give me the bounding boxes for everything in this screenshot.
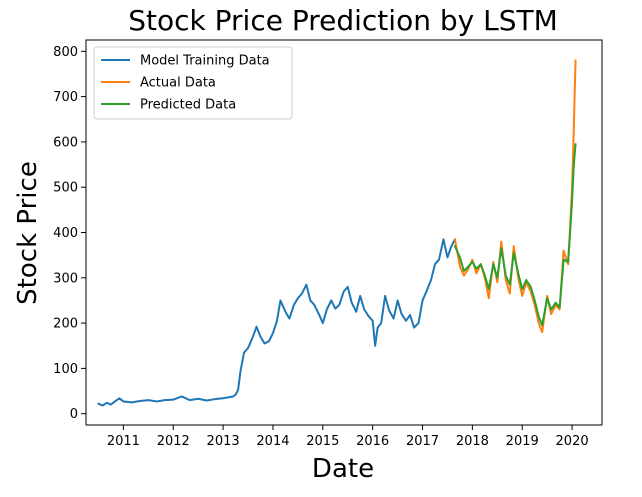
x-tick-label: 2014	[256, 434, 289, 449]
x-axis-title: Date	[312, 454, 374, 484]
y-tick-label: 700	[53, 90, 78, 105]
x-tick-label: 2017	[406, 434, 439, 449]
legend-box	[93, 46, 293, 120]
x-tick-label: 2015	[306, 434, 339, 449]
x-tick-label: 2018	[456, 434, 489, 449]
y-tick-label: 800	[53, 45, 78, 60]
x-tick-label: 2019	[506, 434, 539, 449]
series-line-actual-data	[453, 59, 577, 334]
x-tick-label: 2012	[157, 434, 190, 449]
legend-label: Predicted Data	[140, 98, 236, 113]
series-line-predicted-data	[453, 143, 577, 327]
x-tick-label: 2020	[556, 434, 589, 449]
y-tick-label: 100	[53, 362, 78, 377]
y-tick-label: 600	[53, 135, 78, 150]
series-line-model-training-data	[97, 238, 456, 407]
x-tick-label: 2016	[356, 434, 389, 449]
y-tick-label: 200	[53, 317, 78, 332]
chart-title: Stock Price Prediction by LSTM	[128, 4, 557, 37]
plot-area: 2011 2012 2013 2014 2015 2016 2017 2018 2019 2020…	[53, 39, 603, 449]
y-tick-label: 300	[53, 271, 78, 286]
legend-label: Model Training Data	[140, 54, 270, 69]
y-tick-label: 500	[53, 181, 78, 196]
y-tick-label: 0	[70, 407, 78, 422]
y-tick-label: 400	[53, 226, 78, 241]
x-tick-label: 2013	[207, 434, 240, 449]
y-axis-title: Stock Price	[13, 161, 43, 305]
x-tick-label: 2011	[107, 434, 140, 449]
legend-label: Actual Data	[140, 76, 216, 91]
